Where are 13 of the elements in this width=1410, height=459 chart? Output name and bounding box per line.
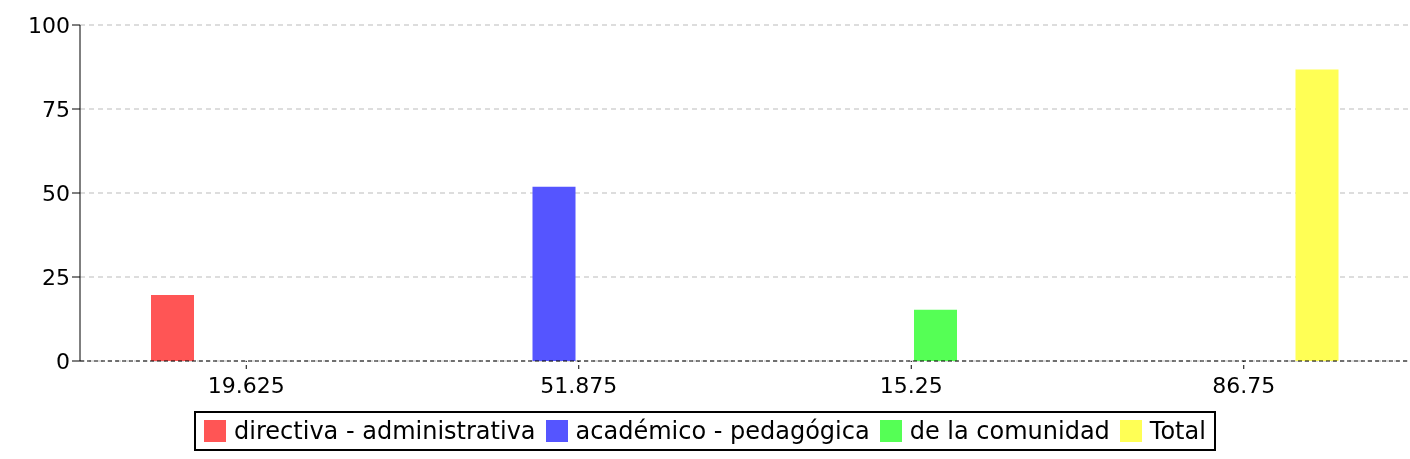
y-tick-label: 75 [42, 96, 70, 122]
x-tick-label: 51.875 [540, 372, 618, 398]
y-tick-label: 25 [42, 264, 70, 290]
legend-label: de la comunidad [909, 417, 1110, 445]
x-tick-label: 19.625 [207, 372, 285, 398]
y-tick-label: 0 [56, 348, 70, 374]
x-tick-label: 15.25 [879, 372, 943, 398]
legend-label: directiva - administrativa [234, 417, 536, 445]
y-tick-label: 50 [42, 180, 70, 206]
legend-label: académico - pedagógica [575, 417, 870, 445]
y-tick-label: 100 [28, 12, 70, 38]
x-tick-label: 86.75 [1212, 372, 1276, 398]
legend-label: Total [1149, 417, 1206, 445]
